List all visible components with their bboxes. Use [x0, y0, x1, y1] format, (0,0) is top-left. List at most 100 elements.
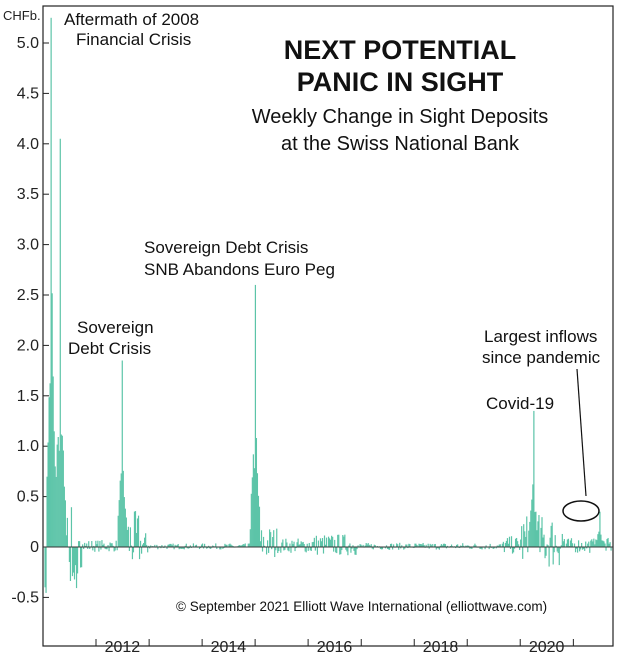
- bar: [154, 544, 156, 547]
- bar: [392, 547, 394, 550]
- bar: [222, 547, 224, 549]
- bar: [508, 536, 511, 547]
- bar: [413, 547, 415, 549]
- bar: [78, 541, 81, 547]
- bar: [480, 547, 482, 549]
- bar: [55, 476, 57, 547]
- bar: [528, 530, 530, 547]
- bar: [268, 547, 270, 553]
- chart-title-line-1: NEXT POTENTIAL: [284, 35, 517, 65]
- bar: [136, 518, 139, 547]
- bar: [250, 493, 252, 547]
- bar: [350, 547, 352, 553]
- bar: [439, 545, 441, 547]
- bar: [548, 547, 550, 567]
- bar: [340, 547, 342, 555]
- bar: [541, 517, 543, 547]
- bar: [506, 538, 509, 547]
- bar: [96, 544, 98, 547]
- bar: [118, 500, 120, 547]
- bar: [143, 543, 145, 547]
- bar: [131, 547, 134, 560]
- bar: [288, 547, 290, 552]
- bar: [138, 547, 141, 560]
- bar: [561, 533, 563, 547]
- bar: [61, 435, 63, 547]
- bar: [388, 547, 391, 550]
- bar: [606, 538, 608, 547]
- bar: [559, 547, 561, 549]
- chart-title-line-2: PANIC IN SIGHT: [297, 67, 504, 97]
- bar: [187, 547, 189, 549]
- bar: [177, 543, 179, 547]
- bar: [308, 542, 310, 547]
- bar: [189, 545, 191, 547]
- bar: [297, 538, 299, 547]
- bar: [539, 547, 541, 553]
- bar: [549, 537, 551, 547]
- bar: [538, 515, 540, 547]
- bar: [307, 547, 309, 551]
- bar: [552, 547, 554, 565]
- bar: [303, 544, 305, 547]
- bar: [409, 544, 411, 547]
- bar: [600, 534, 602, 547]
- bar: [272, 537, 274, 547]
- bar: [543, 534, 545, 547]
- bar: [347, 547, 349, 556]
- bar: [278, 547, 280, 552]
- bar: [436, 547, 438, 549]
- bar: [180, 547, 182, 549]
- bar: [181, 547, 183, 549]
- y-tick-label: 4.5: [17, 85, 39, 102]
- bar: [338, 534, 340, 547]
- bar: [530, 510, 532, 547]
- bar: [323, 535, 326, 547]
- bar: [102, 545, 104, 547]
- bar: [228, 544, 230, 547]
- y-unit-label: CHFb.: [3, 8, 41, 23]
- bar: [601, 540, 603, 547]
- chart-subtitle-line-1: Weekly Change in Sight Deposits: [252, 106, 548, 128]
- bar: [122, 470, 124, 547]
- bar: [59, 138, 61, 547]
- bar: [176, 545, 178, 547]
- bar: [585, 541, 587, 547]
- bar: [226, 544, 228, 547]
- bar: [120, 473, 122, 547]
- bar: [351, 547, 353, 549]
- bar: [440, 544, 442, 547]
- bar: [270, 532, 272, 547]
- bar: [393, 544, 395, 547]
- bar: [515, 537, 518, 547]
- bar: [381, 547, 384, 550]
- bar: [577, 540, 580, 547]
- bar: [121, 360, 123, 547]
- bar: [281, 542, 283, 547]
- bar: [337, 534, 339, 547]
- bar: [345, 547, 347, 550]
- bar: [231, 545, 233, 547]
- bar: [335, 547, 337, 553]
- bar: [172, 543, 174, 547]
- bar: [92, 547, 94, 551]
- bar: [588, 541, 590, 547]
- bar: [145, 533, 147, 547]
- bar: [291, 540, 293, 547]
- bar: [112, 545, 114, 547]
- bar: [244, 543, 246, 547]
- bar: [97, 540, 99, 547]
- bar: [416, 545, 418, 547]
- bar: [511, 547, 514, 554]
- bar: [105, 547, 107, 550]
- bar: [499, 544, 501, 547]
- y-tick-label: -0.5: [11, 589, 39, 606]
- bar: [107, 545, 109, 547]
- bar: [314, 547, 316, 551]
- bar: [438, 547, 440, 550]
- bar: [425, 544, 427, 547]
- bar: [316, 547, 319, 555]
- bar: [608, 543, 610, 547]
- bar: [346, 547, 348, 552]
- bar: [364, 545, 366, 547]
